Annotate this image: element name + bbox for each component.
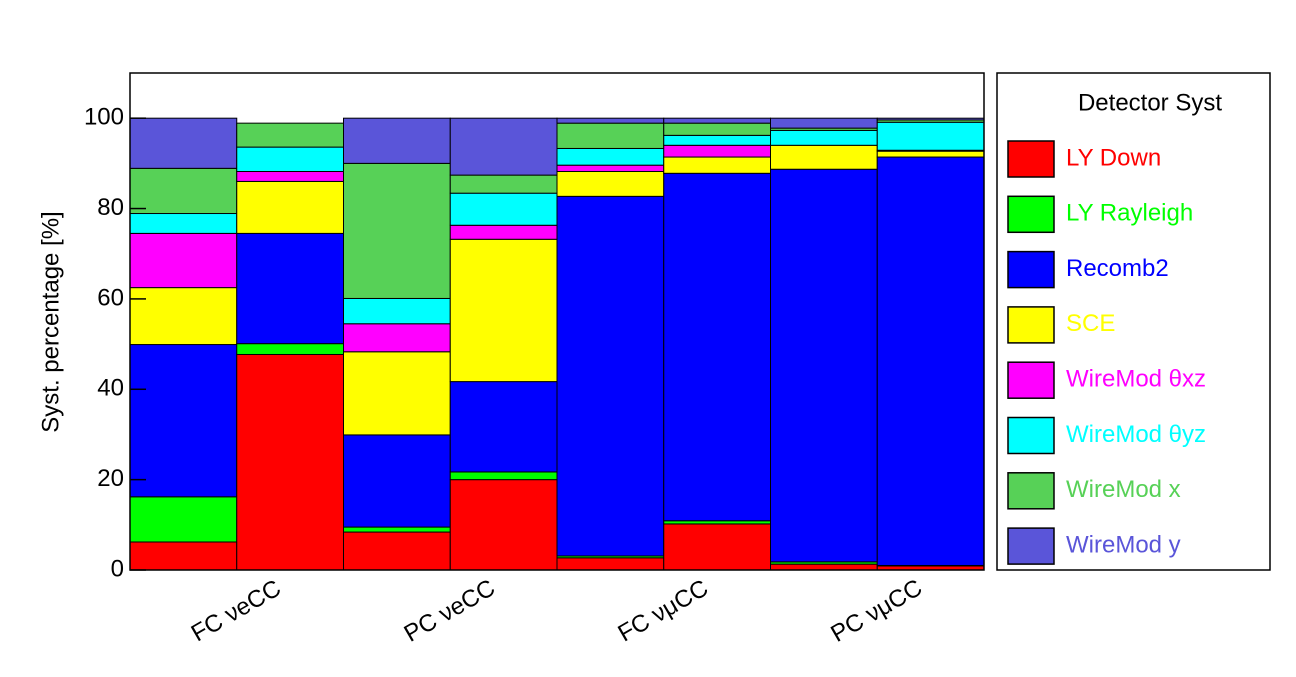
bar-segment: [344, 532, 451, 570]
y-tick-label: 80: [97, 194, 124, 221]
bar-segment: [237, 181, 344, 233]
y-axis-label: Syst. percentage [%]: [37, 211, 64, 432]
bar-segment: [771, 145, 878, 169]
y-tick-label: 20: [97, 465, 124, 492]
bar-segment: [450, 118, 557, 175]
bar-segment: [664, 123, 771, 135]
bar-segment: [450, 472, 557, 480]
legend-label: SCE: [1066, 310, 1115, 337]
legend-swatch: [1008, 528, 1054, 564]
legend-label: WireMod θxz: [1066, 366, 1206, 393]
bar-segment: [877, 118, 984, 120]
bar-segment: [557, 558, 664, 570]
y-tick-label: 60: [97, 284, 124, 311]
bar-segment: [344, 435, 451, 527]
y-tick-label: 40: [97, 375, 124, 402]
bar-segment: [877, 122, 984, 150]
bar-segment: [344, 324, 451, 352]
bar-segment: [450, 225, 557, 239]
bar-segment: [344, 163, 451, 298]
bar-segment: [664, 135, 771, 145]
bar-segment: [450, 382, 557, 472]
legend-swatch: [1008, 473, 1054, 509]
legend-label: LY Rayleigh: [1066, 200, 1193, 227]
bar-segment: [664, 173, 771, 520]
bar-segment: [237, 354, 344, 570]
bar-segment: [450, 193, 557, 225]
legend-swatch: [1008, 418, 1054, 454]
bar-segment: [237, 123, 344, 147]
legend-swatch: [1008, 362, 1054, 398]
legend-label: LY Down: [1066, 144, 1161, 171]
legend-swatch: [1008, 307, 1054, 343]
bar-segment: [237, 344, 344, 355]
bar-segment: [130, 288, 237, 345]
x-tick-label: FC νμCC: [613, 575, 712, 648]
legend-label: WireMod y: [1066, 531, 1181, 558]
bar-segment: [771, 118, 878, 128]
bar-segment: [557, 165, 664, 171]
y-tick-label: 0: [111, 555, 124, 582]
bar-segment: [557, 171, 664, 196]
bar-segment: [450, 175, 557, 193]
legend-swatch: [1008, 141, 1054, 177]
y-tick-label: 100: [84, 104, 124, 131]
x-tick-label: PC νμCC: [826, 574, 927, 648]
bar-segment: [664, 118, 771, 123]
bar-segment: [130, 168, 237, 213]
bar-segment: [877, 157, 984, 565]
legend-label: WireMod θyz: [1066, 421, 1206, 448]
bar-segment: [771, 130, 878, 145]
bar-segment: [237, 171, 344, 181]
bar-segment: [557, 196, 664, 556]
bar-segment: [664, 145, 771, 157]
bar-segment: [557, 118, 664, 123]
bar-segment: [130, 345, 237, 497]
bar-segment: [877, 151, 984, 157]
bar-segment: [557, 123, 664, 148]
x-tick-label: FC νeCC: [187, 575, 286, 648]
bar-segment: [237, 233, 344, 343]
bar-segment: [344, 298, 451, 323]
x-tick-label: PC νeCC: [400, 574, 500, 647]
bar-segment: [130, 118, 237, 168]
bar-segment: [344, 118, 451, 163]
legend-label: Recomb2: [1066, 255, 1169, 282]
legend-swatch: [1008, 252, 1054, 288]
legend-swatch: [1008, 196, 1054, 232]
bar-segment: [771, 169, 878, 562]
bar-segment: [237, 147, 344, 171]
bar-segment: [344, 527, 451, 532]
bar-segment: [130, 214, 237, 234]
legend-label: WireMod x: [1066, 476, 1181, 503]
bar-segment: [664, 524, 771, 570]
bar-segment: [664, 157, 771, 173]
bar-segment: [130, 542, 237, 570]
legend-title: Detector Syst: [1078, 89, 1222, 116]
bar-segment: [771, 564, 878, 570]
bar-segment: [344, 352, 451, 435]
bar-segment: [450, 239, 557, 381]
bar-segment: [130, 497, 237, 542]
bar-segment: [130, 233, 237, 287]
bar-segment: [450, 480, 557, 570]
bar-segment: [557, 148, 664, 165]
